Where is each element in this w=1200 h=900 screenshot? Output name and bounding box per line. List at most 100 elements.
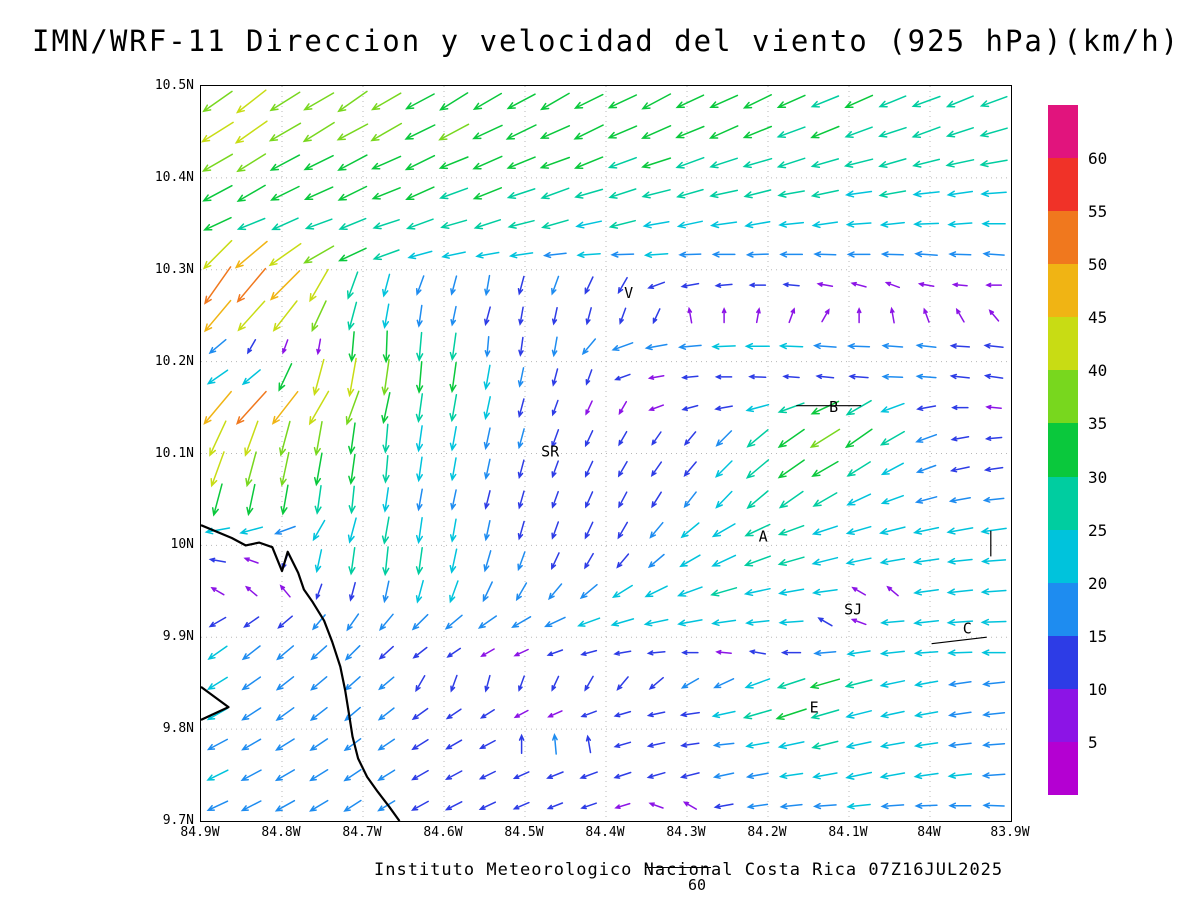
wind-arrow bbox=[584, 460, 594, 478]
wind-arrow bbox=[246, 339, 257, 355]
wind-field-svg: V B SR A SJ C E bbox=[201, 86, 1011, 821]
wind-arrow bbox=[776, 157, 806, 169]
wind-arrow bbox=[313, 421, 323, 457]
wind-arrow bbox=[269, 154, 301, 171]
wind-arrow bbox=[239, 526, 264, 535]
wind-arrow bbox=[714, 282, 733, 288]
wind-arrow bbox=[244, 420, 259, 457]
wind-arrow bbox=[846, 461, 871, 477]
wind-arrow bbox=[416, 304, 423, 328]
wind-arrow bbox=[679, 711, 700, 718]
wind-arrow bbox=[349, 581, 356, 602]
wind-arrow bbox=[309, 268, 329, 303]
wind-arrow bbox=[647, 374, 665, 380]
wind-arrow bbox=[203, 216, 232, 231]
y-axis-label: 9.7N bbox=[162, 813, 194, 828]
wind-arrow bbox=[981, 649, 1006, 656]
x-axis-label: 83.9W bbox=[990, 825, 1030, 840]
wind-arrow bbox=[641, 189, 671, 199]
wind-arrow bbox=[415, 579, 424, 604]
wind-arrow bbox=[343, 738, 362, 752]
wind-arrow bbox=[269, 270, 301, 301]
wind-arrow bbox=[370, 122, 403, 142]
colorbar-segment bbox=[1048, 741, 1078, 795]
wind-arrow bbox=[813, 649, 837, 657]
wind-arrow bbox=[811, 556, 839, 566]
wind-arrow bbox=[955, 307, 965, 323]
wind-arrow bbox=[539, 156, 571, 169]
wind-arrow bbox=[438, 156, 469, 170]
wind-arrow bbox=[917, 282, 935, 288]
wind-arrow bbox=[879, 221, 905, 228]
wind-arrow bbox=[844, 679, 873, 689]
wind-arrow bbox=[711, 523, 736, 538]
wind-arrow bbox=[711, 251, 736, 258]
wind-arrow bbox=[913, 588, 939, 596]
wind-arrow bbox=[643, 618, 669, 627]
wind-arrow bbox=[683, 461, 697, 477]
wind-arrow bbox=[236, 184, 266, 202]
wind-arrow bbox=[551, 306, 558, 326]
wind-arrow bbox=[777, 402, 805, 414]
wind-arrow bbox=[777, 190, 805, 198]
wind-arrow bbox=[880, 462, 904, 476]
wind-arrow bbox=[715, 430, 733, 447]
wind-arrow bbox=[983, 373, 1004, 380]
wind-arrow bbox=[811, 588, 838, 596]
wind-arrow bbox=[381, 516, 390, 545]
wind-arrow bbox=[338, 247, 367, 262]
wind-arrow bbox=[845, 741, 872, 750]
wind-arrow bbox=[879, 430, 905, 446]
wind-arrow bbox=[546, 771, 564, 780]
wind-arrow bbox=[381, 391, 391, 425]
wind-arrow bbox=[411, 707, 429, 721]
wind-arrow bbox=[446, 647, 462, 658]
wind-arrow bbox=[203, 390, 232, 425]
colorbar-segment bbox=[1048, 635, 1078, 689]
wind-arrow bbox=[206, 369, 229, 385]
wind-arrow bbox=[982, 496, 1005, 503]
wind-arrow bbox=[778, 221, 805, 228]
wind-arrow bbox=[552, 733, 558, 755]
wind-arrow bbox=[551, 490, 559, 509]
colorbar-tick-label: 55 bbox=[1088, 202, 1108, 222]
wind-arrow bbox=[450, 489, 457, 511]
wind-arrow bbox=[551, 399, 559, 417]
wind-arrow bbox=[450, 674, 458, 693]
wind-arrow bbox=[782, 282, 800, 288]
colorbar-tick-label: 30 bbox=[1088, 467, 1108, 487]
wind-arrow bbox=[309, 706, 328, 722]
wind-arrow bbox=[913, 220, 940, 228]
wind-arrow bbox=[648, 404, 665, 412]
wind-arrow bbox=[912, 526, 940, 535]
colorbar-segment bbox=[1048, 370, 1078, 424]
x-axis-label: 84.6W bbox=[423, 825, 463, 840]
wind-arrow bbox=[517, 398, 525, 418]
wind-arrow bbox=[515, 582, 528, 602]
wind-arrow bbox=[241, 369, 261, 386]
caption: Instituto Meteorologico Nacional Costa R… bbox=[374, 860, 1004, 880]
wind-arrow bbox=[676, 586, 703, 597]
wind-arrow bbox=[709, 94, 739, 108]
wind-arrow bbox=[648, 676, 664, 690]
wind-arrow bbox=[507, 219, 535, 229]
wind-arrow bbox=[946, 618, 974, 626]
wind-arrow bbox=[745, 619, 770, 626]
wind-arrow bbox=[444, 614, 463, 630]
wind-arrow bbox=[377, 800, 396, 812]
wind-arrow bbox=[845, 525, 872, 536]
wind-arrow bbox=[881, 343, 904, 349]
colorbar-segment bbox=[1048, 211, 1078, 265]
wind-arrow bbox=[412, 646, 428, 659]
wind-arrow bbox=[274, 769, 296, 782]
city-label: B bbox=[829, 398, 838, 416]
wind-arrow bbox=[846, 803, 871, 810]
colorbar-tick-label: 50 bbox=[1088, 255, 1108, 275]
wind-arrow bbox=[845, 710, 872, 719]
wind-arrow bbox=[236, 267, 267, 303]
wind-arrow bbox=[616, 676, 629, 691]
wind-arrow bbox=[309, 769, 329, 782]
wind-arrow bbox=[272, 300, 298, 332]
wind-arrow bbox=[844, 190, 873, 198]
wind-arrow bbox=[310, 645, 328, 661]
